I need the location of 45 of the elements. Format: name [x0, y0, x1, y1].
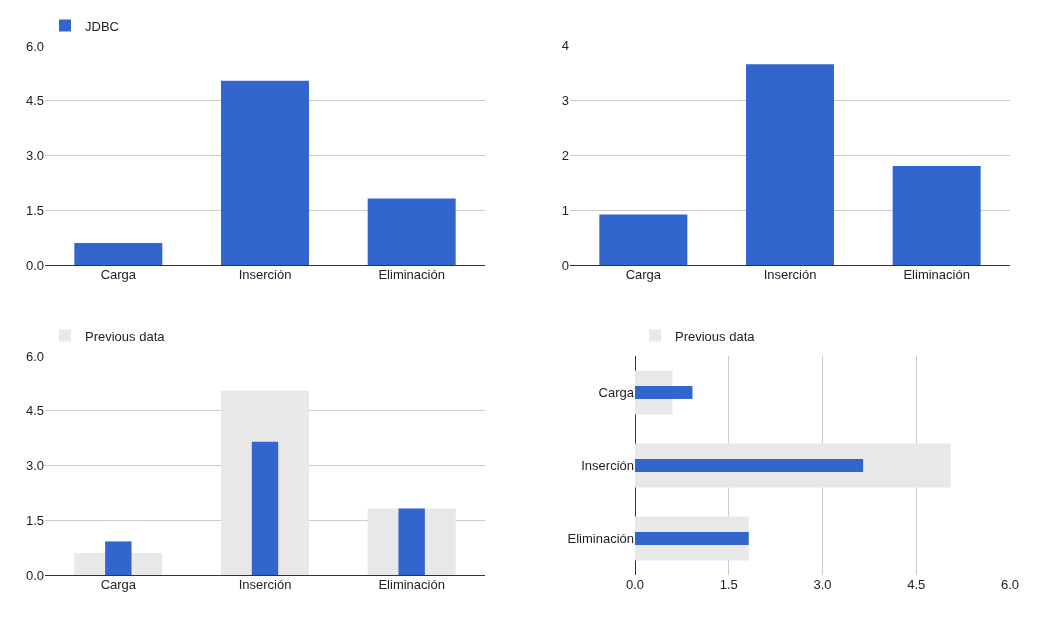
x-tick-label: Eliminación — [378, 577, 445, 592]
y-tick-label: Eliminación — [567, 531, 634, 547]
bar — [251, 441, 279, 575]
y-tick-label: 4.5 — [25, 93, 44, 109]
y-tick-label: 1.5 — [25, 202, 44, 218]
bar — [635, 385, 693, 400]
y-tick-label: 3.0 — [25, 458, 44, 474]
x-tick-label: 0.0 — [625, 577, 645, 592]
x-tick-label: 4.5 — [907, 577, 926, 592]
bar — [635, 458, 864, 473]
y-tick-label: 3 — [561, 92, 569, 108]
x-tick-label: 1.5 — [719, 577, 738, 592]
bar — [746, 64, 834, 265]
legend-label: JDBC — [85, 18, 119, 34]
bar — [635, 531, 749, 546]
legend-label: Previous data — [675, 328, 756, 344]
x-tick-label: Carga — [625, 267, 662, 282]
bar — [599, 214, 688, 265]
y-tick-label: 4 — [561, 37, 569, 53]
bar — [398, 508, 425, 575]
y-tick-label: Inserción — [581, 458, 634, 474]
y-tick-label: 1 — [561, 202, 569, 218]
x-tick-label: Inserción — [238, 267, 292, 282]
y-tick-label: 2 — [561, 147, 569, 163]
y-tick-label: 6.0 — [25, 348, 44, 364]
y-tick-label: 0 — [561, 257, 569, 273]
x-tick-label: 6.0 — [1000, 577, 1020, 592]
y-tick-label: 3.0 — [25, 148, 44, 164]
y-tick-label: Carga — [598, 385, 635, 401]
x-tick-label: Eliminación — [378, 267, 445, 282]
legend-label: Previous data — [85, 328, 166, 344]
x-tick-label: Carga — [100, 267, 137, 282]
bar — [221, 80, 309, 265]
bar — [105, 541, 132, 575]
bar — [74, 243, 163, 265]
y-tick-label: 4.5 — [25, 403, 44, 419]
x-tick-label: 3.0 — [813, 577, 832, 592]
bar — [367, 198, 456, 265]
x-tick-label: Inserción — [763, 267, 817, 282]
x-tick-label: Inserción — [238, 577, 292, 592]
y-tick-label: 1.5 — [25, 512, 44, 528]
x-tick-label: Eliminación — [903, 267, 970, 282]
bar — [892, 166, 981, 265]
x-tick-label: Carga — [100, 577, 137, 592]
y-tick-label: 6.0 — [25, 38, 44, 54]
